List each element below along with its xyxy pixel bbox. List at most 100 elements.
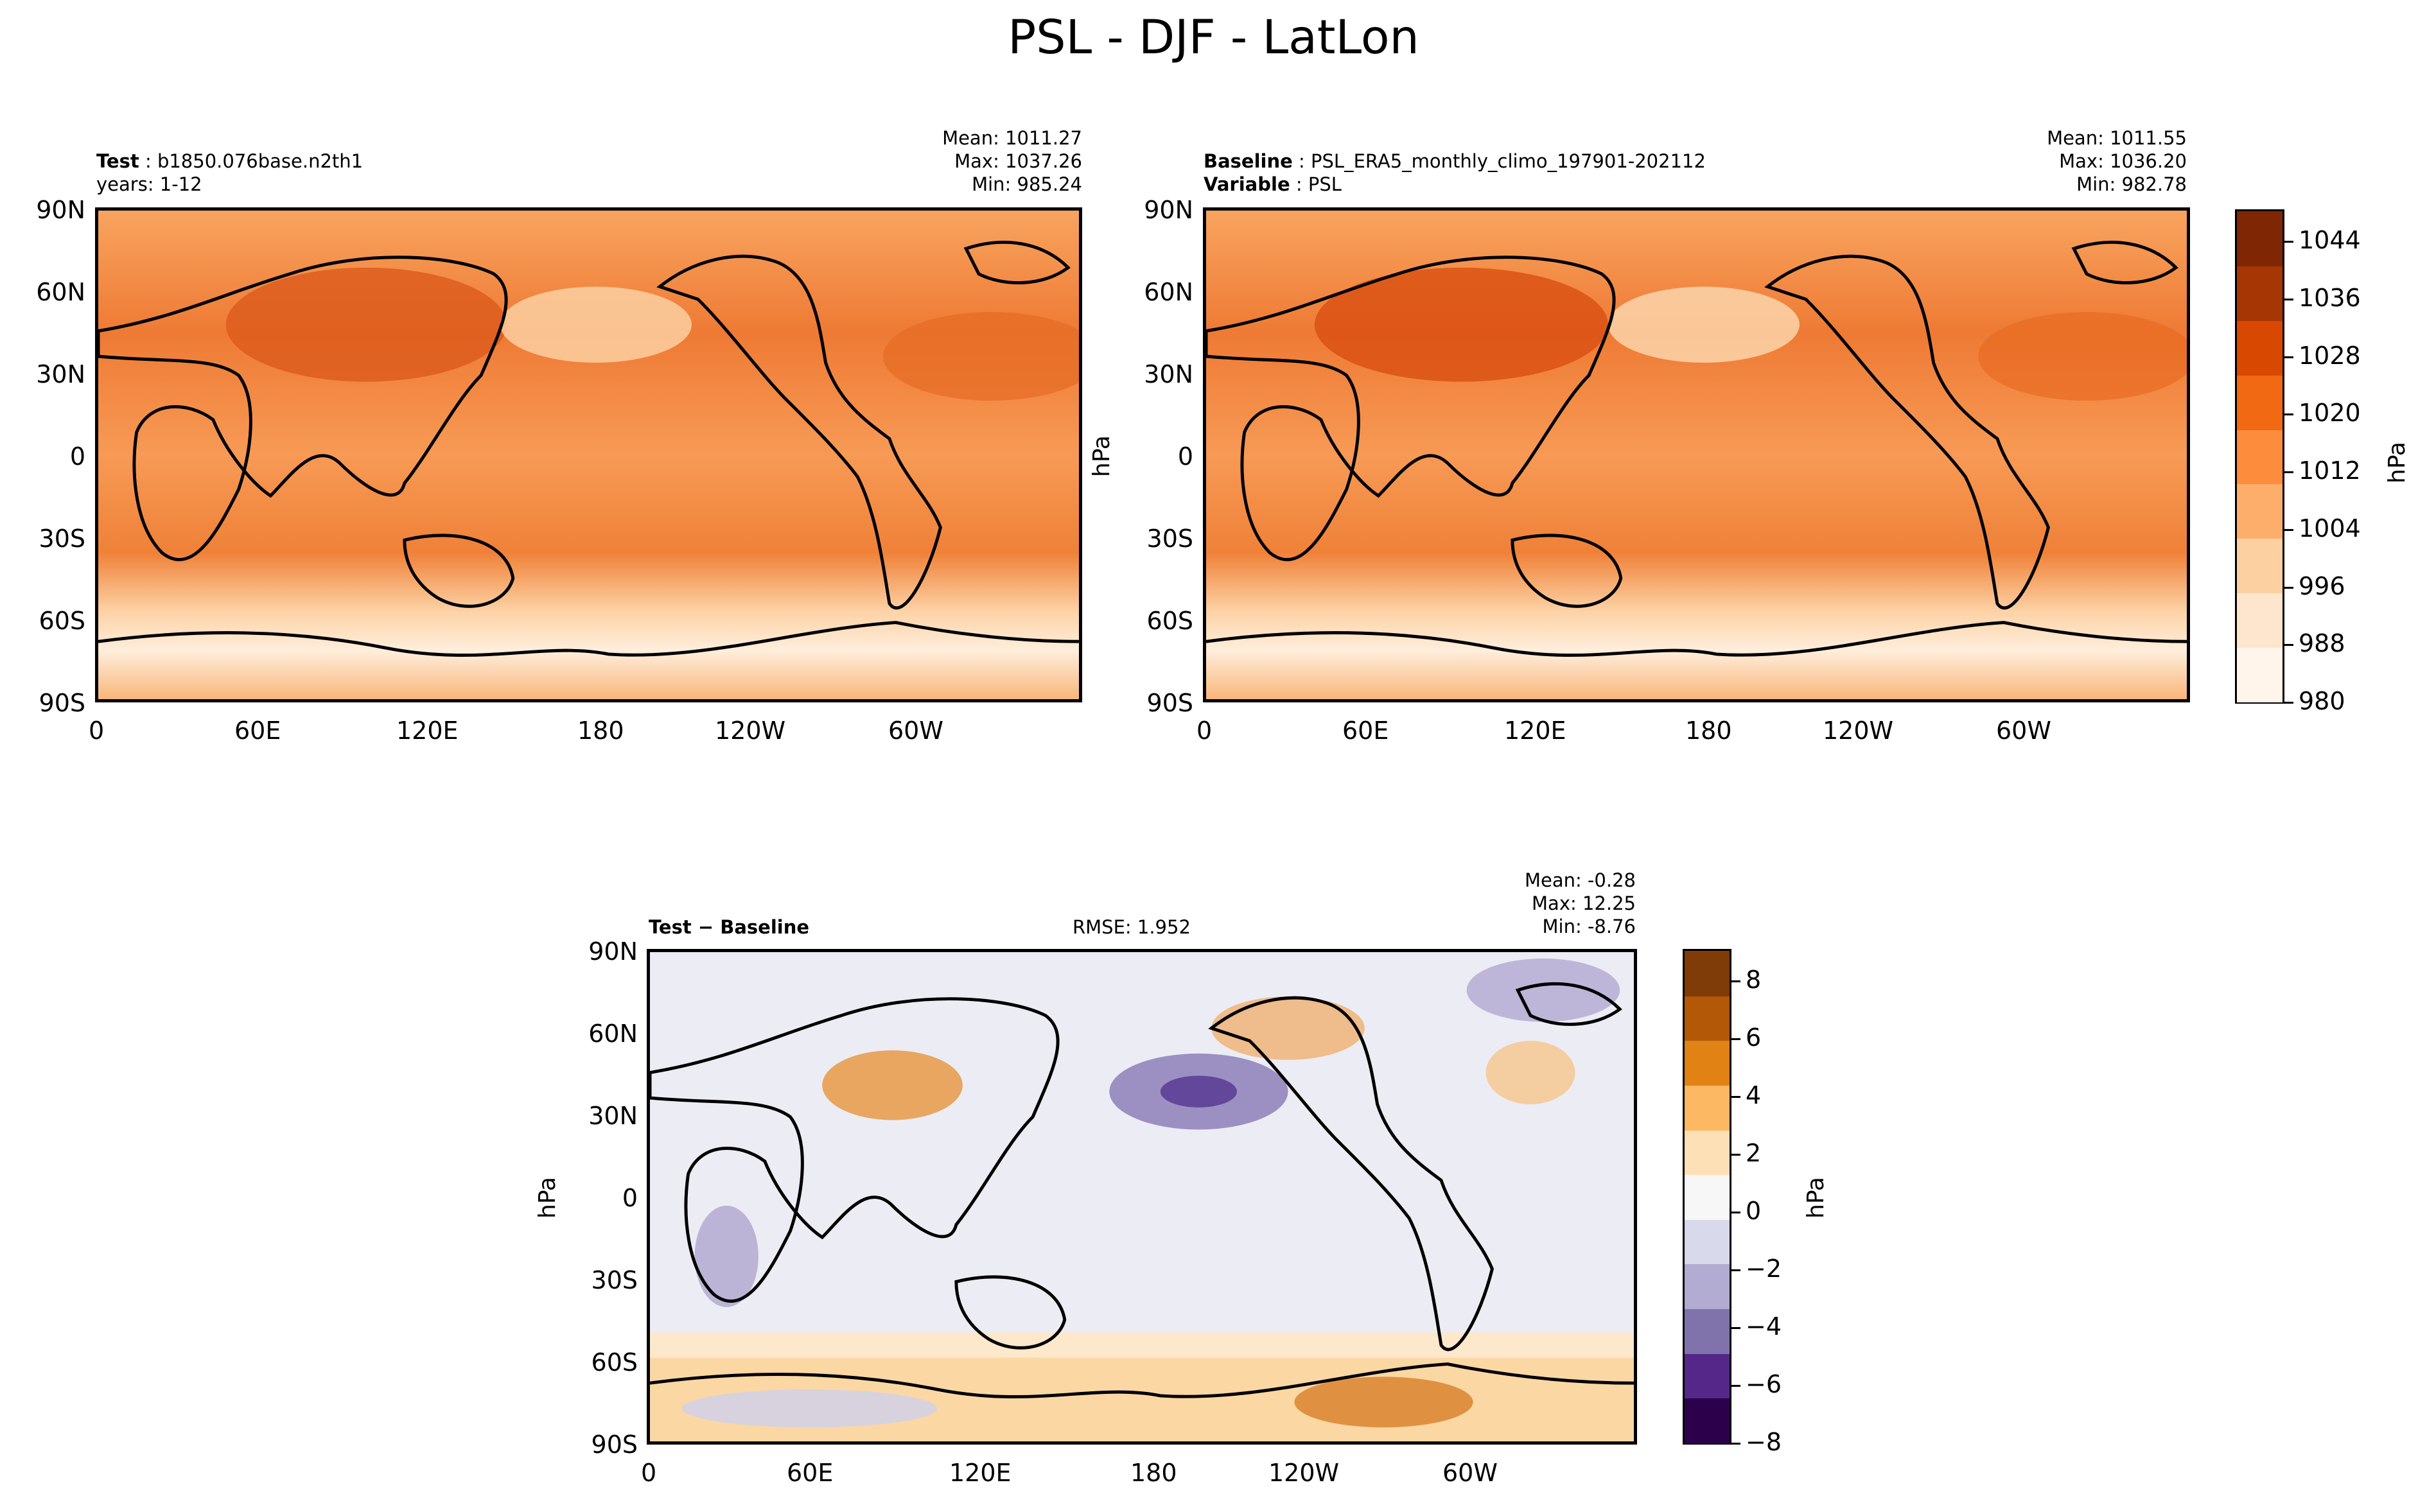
colorbar-top-tick-mark: [2284, 471, 2293, 473]
colorbar-diff-segment: [1685, 951, 1730, 996]
test-xtick-120e: 120E: [396, 717, 459, 745]
diff-xtick-0: 0: [641, 1459, 657, 1487]
diff-xtick-60e: 60E: [787, 1459, 834, 1487]
baseline-ytick-60s: 60S: [1146, 607, 1193, 635]
colorbar-diff-segment: [1685, 1040, 1730, 1086]
colorbar-top-tick-mark: [2284, 413, 2293, 416]
baseline-xtick-60e: 60E: [1342, 717, 1389, 745]
colorbar-top-tick-label: 1028: [2299, 341, 2361, 370]
test-xtick-60e: 60E: [234, 717, 281, 745]
colorbar-top-tick-mark: [2284, 702, 2293, 704]
colorbar-diff-tick-label: −8: [1746, 1428, 1782, 1456]
diff-xtick-60w: 60W: [1442, 1459, 1498, 1487]
baseline-label-bold: Baseline: [1204, 150, 1293, 172]
colorbar-top: [2235, 209, 2284, 704]
colorbar-top-label: hPa: [2383, 442, 2410, 483]
colorbar-diff-segment: [1685, 1398, 1730, 1443]
test-mean: Mean: 1011.27: [942, 127, 1082, 149]
test-xtick-60w: 60W: [888, 717, 943, 745]
colorbar-top-tick-label: 1020: [2299, 399, 2361, 428]
baseline-ytick-90n: 90N: [1144, 196, 1193, 224]
baseline-xtick-0: 0: [1196, 717, 1213, 745]
colorbar-diff-segment: [1685, 995, 1730, 1041]
colorbar-diff-tick-label: −2: [1746, 1255, 1782, 1283]
test-ytick-60s: 60S: [39, 607, 85, 635]
test-map-field: [98, 211, 1079, 699]
colorbar-diff-segment: [1685, 1308, 1730, 1354]
test-min: Min: 985.24: [972, 173, 1082, 195]
colorbar-diff-segment: [1685, 1264, 1730, 1310]
colorbar-diff-segment: [1685, 1219, 1730, 1265]
baseline-variable-bold: Variable: [1204, 173, 1290, 195]
colorbar-diff-tick-label: 2: [1746, 1139, 1762, 1167]
colorbar-top-tick-mark: [2284, 586, 2293, 589]
test-xtick-180: 180: [577, 717, 624, 745]
baseline-map-field: [1206, 211, 2187, 699]
test-ytick-60n: 60N: [36, 278, 85, 306]
colorbar-diff-tick-label: −6: [1746, 1370, 1782, 1398]
colorbar-top-segment: [2237, 374, 2282, 430]
diff-map: [647, 949, 1637, 1445]
colorbar-diff-tick-label: −4: [1746, 1312, 1782, 1341]
colorbar-top-tick-mark: [2284, 528, 2293, 531]
baseline-ytick-60n: 60N: [1144, 278, 1193, 306]
colorbar-diff: [1683, 949, 1731, 1445]
colorbar-diff-segment: [1685, 1129, 1730, 1176]
colorbar-top-tick-mark: [2284, 644, 2293, 647]
baseline-ytick-90s: 90S: [1146, 689, 1193, 717]
colorbar-diff-segment: [1685, 1174, 1730, 1220]
test-ytick-0: 0: [69, 442, 85, 471]
test-xtick-0: 0: [89, 717, 105, 745]
baseline-dataset-name: PSL_ERA5_monthly_climo_197901-202112: [1311, 150, 1706, 172]
colorbar-top-tick-mark: [2284, 298, 2293, 300]
colorbar-diff-tick-label: 6: [1746, 1023, 1762, 1052]
colorbar-top-segment: [2237, 593, 2282, 648]
colorbar-top-segment: [2237, 211, 2282, 266]
baseline-max: Max: 1036.20: [2059, 150, 2187, 172]
diff-ytick-30s: 30S: [591, 1266, 638, 1294]
diff-rmse: RMSE: 1.952: [1073, 916, 1191, 938]
colorbar-top-segment: [2237, 538, 2282, 594]
colorbar-top-tick-label: 1044: [2299, 226, 2361, 254]
colorbar-diff-tick-mark: [1731, 1269, 1740, 1271]
diff-ytick-90s: 90S: [591, 1430, 638, 1459]
test-case-name: b1850.076base.n2th1: [157, 150, 364, 172]
diff-ytick-30n: 30N: [588, 1102, 638, 1130]
baseline-label-line1: Baseline : PSL_ERA5_monthly_climo_197901…: [1204, 150, 1706, 172]
baseline-xtick-180: 180: [1685, 717, 1732, 745]
colorbar-top-tick-label: 988: [2299, 629, 2345, 658]
colorbar-diff-tick-mark: [1731, 1212, 1740, 1213]
diff-max: Max: 12.25: [1532, 892, 1636, 914]
diff-ytick-60s: 60S: [591, 1348, 638, 1377]
colorbar-diff-tick-label: 0: [1746, 1197, 1762, 1225]
colorbar-diff-tick-mark: [1731, 980, 1740, 982]
baseline-label-line2: Variable : PSL: [1204, 173, 1342, 195]
colorbar-diff-tick-mark: [1731, 1385, 1740, 1387]
colorbar-top-segment: [2237, 320, 2282, 376]
diff-ytick-60n: 60N: [588, 1020, 638, 1048]
colorbar-top-segment: [2237, 647, 2282, 702]
diff-map-field: [650, 952, 1634, 1441]
test-label-bold: Test: [96, 150, 139, 172]
test-xtick-120w: 120W: [715, 717, 786, 745]
colorbar-top-segment: [2237, 265, 2282, 321]
test-max: Max: 1037.26: [954, 150, 1082, 172]
diff-mean: Mean: -0.28: [1524, 869, 1636, 891]
baseline-mean: Mean: 1011.55: [2047, 127, 2187, 149]
colorbar-top-segment: [2237, 483, 2282, 539]
colorbar-diff-tick-label: 4: [1746, 1081, 1762, 1109]
colorbar-top-tick-mark: [2284, 356, 2293, 358]
colorbar-diff-tick-mark: [1731, 1096, 1740, 1098]
colorbar-top-tick-label: 980: [2299, 687, 2345, 715]
diff-label: Test − Baseline: [649, 916, 809, 939]
colorbar-diff-tick-label: 8: [1746, 966, 1762, 994]
baseline-xtick-60w: 60W: [1996, 717, 2051, 745]
diff-xtick-120e: 120E: [949, 1459, 1012, 1487]
test-years: years: 1-12: [96, 173, 202, 195]
baseline-ytick-0: 0: [1177, 442, 1193, 471]
diff-ylabel: hPa: [534, 1177, 561, 1219]
colorbar-diff-tick-mark: [1731, 1443, 1740, 1445]
colorbar-top-tick-label: 1012: [2299, 456, 2361, 485]
colorbar-top-segment: [2237, 429, 2282, 485]
test-ytick-90s: 90S: [39, 689, 85, 717]
